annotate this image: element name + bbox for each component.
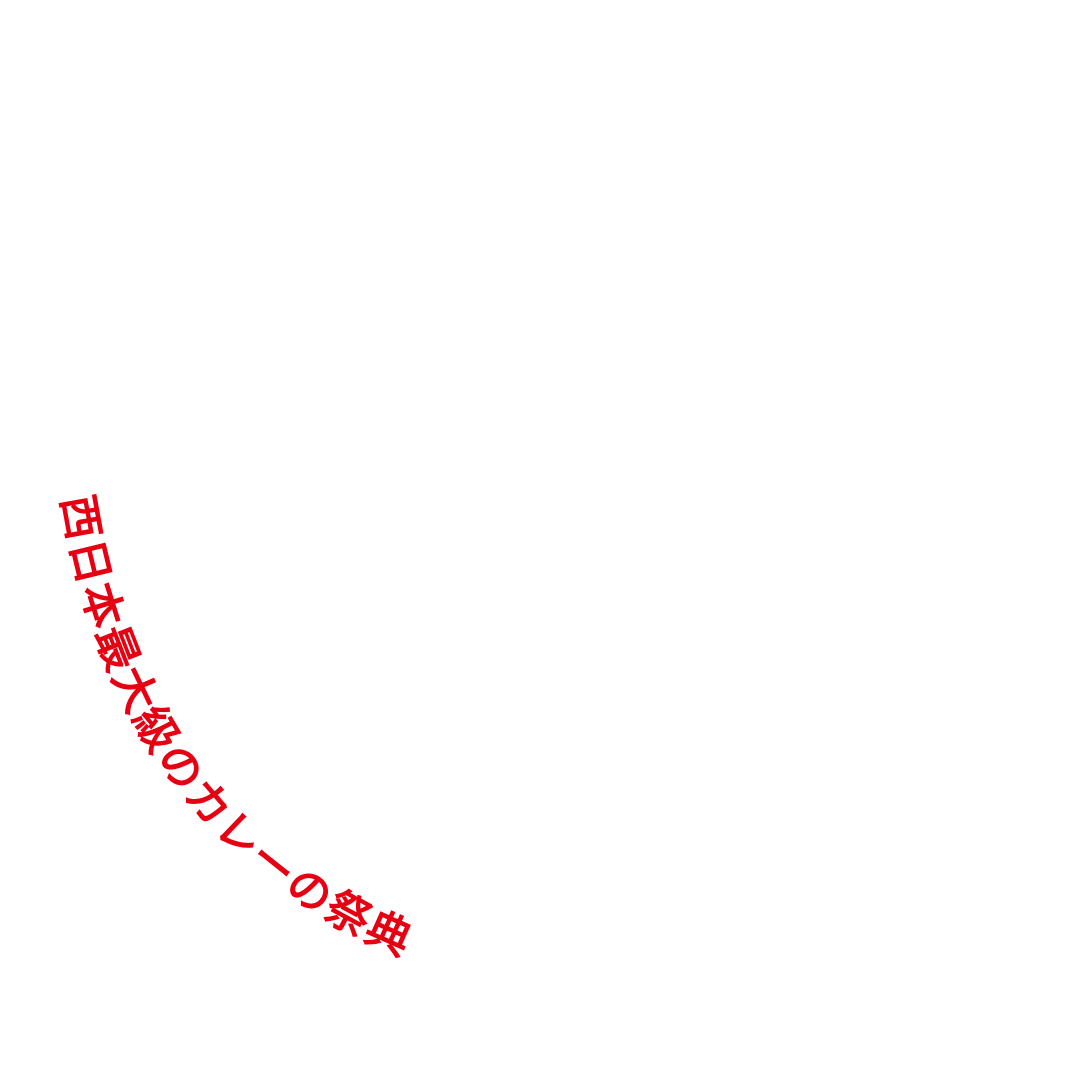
headline: 西日本最大級のカレーの祭典 [51,491,419,967]
headline-path: 西日本最大級のカレーの祭典 [51,491,419,967]
